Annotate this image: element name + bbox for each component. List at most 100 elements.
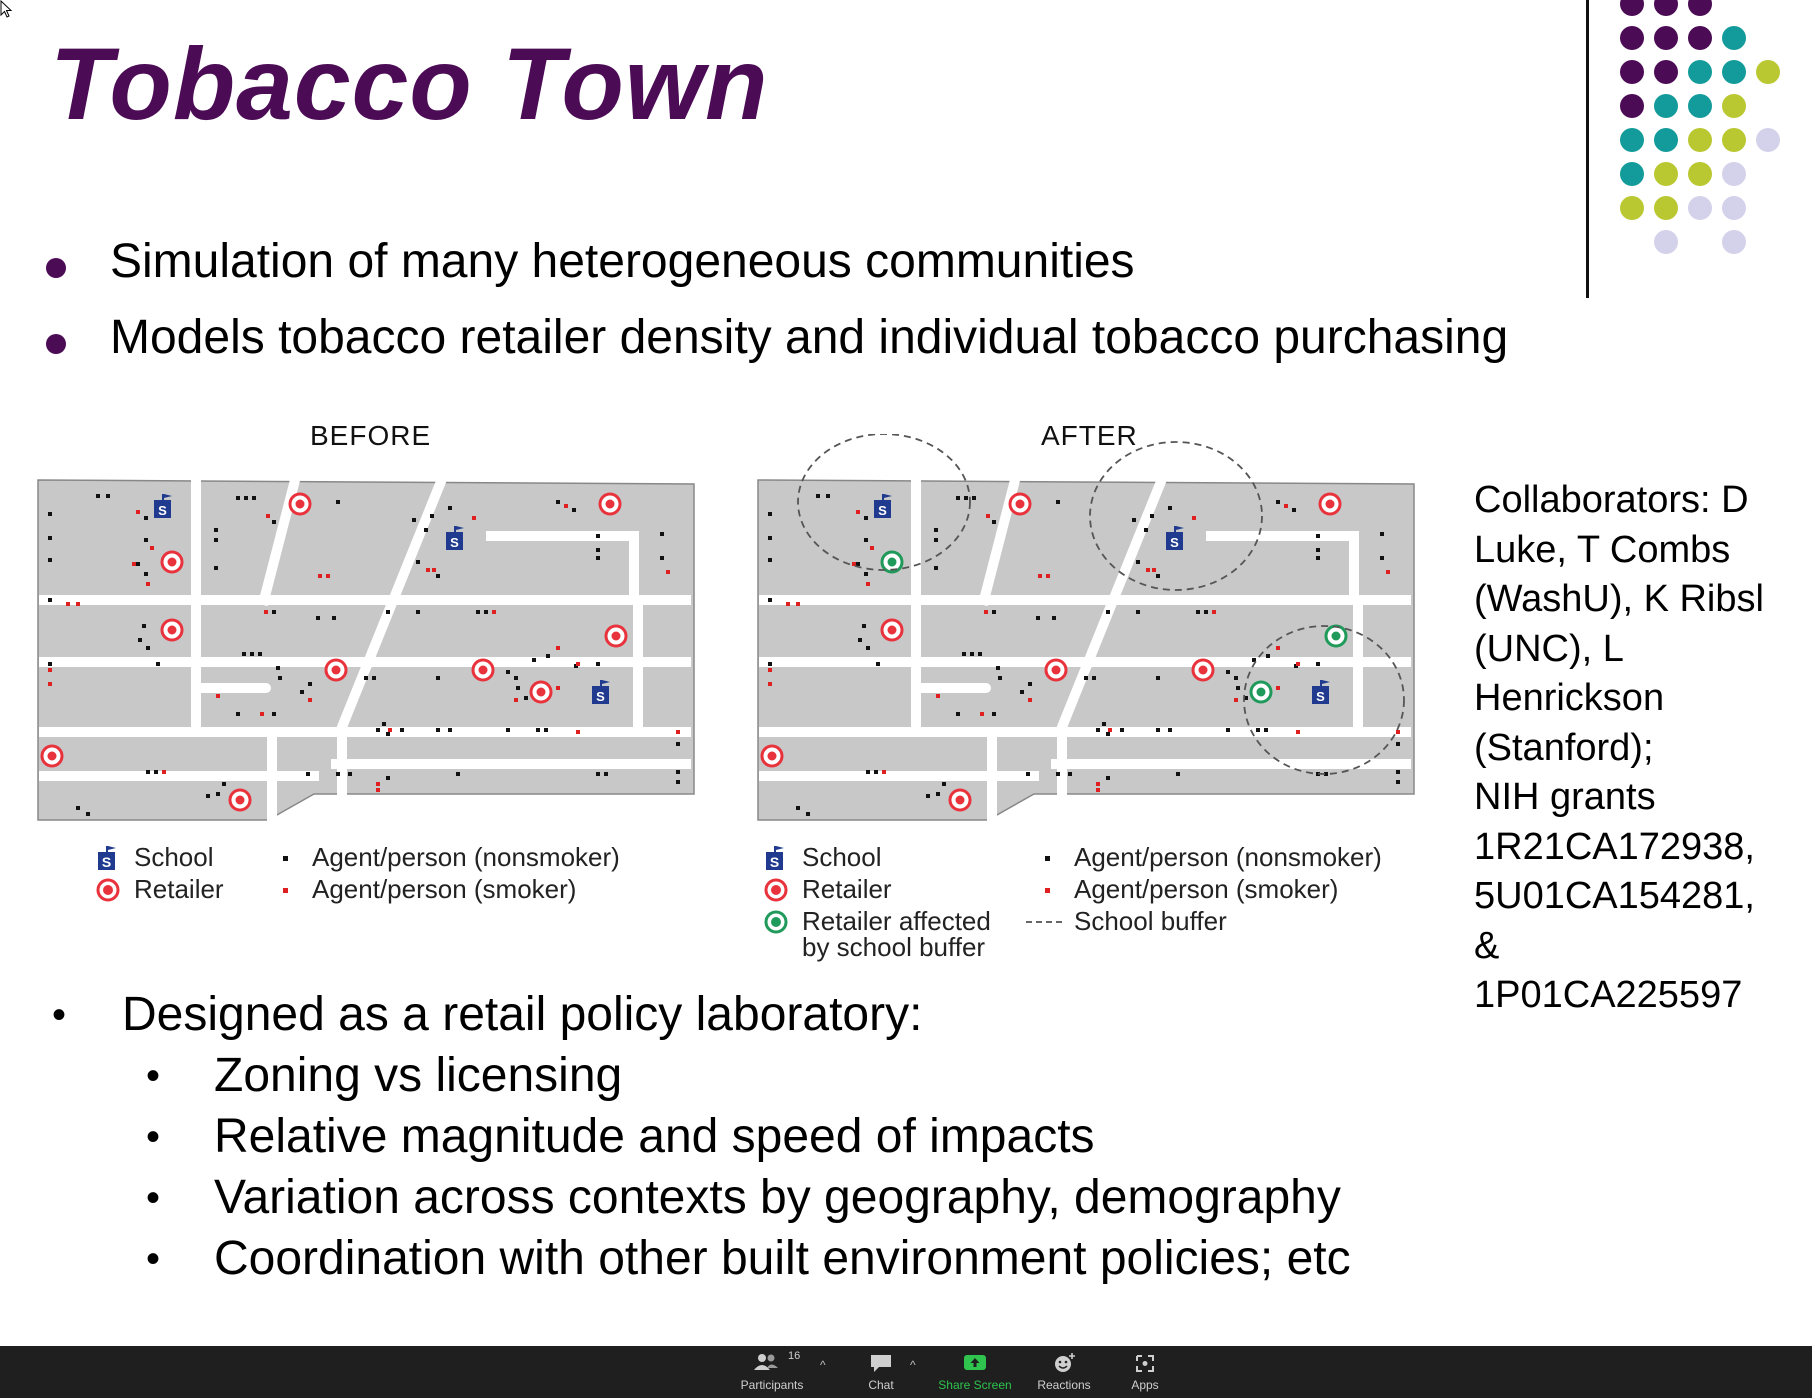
smoker-agent [1212, 610, 1216, 614]
decorative-dot [1620, 26, 1644, 50]
mouse-pointer-icon [0, 0, 13, 18]
collaborators-line: Collaborators: D [1474, 479, 1749, 521]
smoker-agent [1296, 730, 1300, 734]
participants-button[interactable]: 16 Participants [740, 1350, 804, 1392]
nonsmoker-agent [1316, 548, 1320, 552]
nonsmoker-agent [1120, 728, 1124, 732]
nonsmoker-agent [962, 652, 966, 656]
decorative-dot [1722, 162, 1746, 186]
nonsmoker-agent [400, 728, 404, 732]
collaborators-line: Luke, T Combs [1474, 528, 1731, 571]
smoker-agent [216, 694, 220, 698]
nonsmoker-agent [146, 646, 150, 650]
nonsmoker-agent [448, 728, 452, 732]
school-buffer-circle [1243, 625, 1405, 775]
presentation-slide: Tobacco Town Simulation of many heteroge… [0, 0, 1780, 1285]
svg-text:S: S [878, 503, 887, 518]
smoker-agent [426, 568, 430, 572]
retailer-icon [1008, 492, 1032, 516]
smoker-agent [1038, 574, 1042, 578]
after-town-map: S S S [757, 434, 1415, 821]
reactions-button[interactable]: Reactions [1030, 1346, 1098, 1398]
road [486, 531, 639, 600]
chat-button[interactable]: Chat [856, 1346, 906, 1398]
collaborators-line: 1P01CA225597 [1474, 974, 1743, 1016]
smoker-dot-icon [1045, 888, 1050, 893]
nonsmoker-agent [546, 654, 550, 658]
decorative-dot [1722, 196, 1746, 220]
nonsmoker-agent [300, 690, 304, 694]
share-screen-button[interactable]: Share Screen [936, 1346, 1014, 1398]
after-legend: S School Retailer Retailer affected by s… [764, 842, 1414, 962]
nonsmoker-agent [768, 512, 772, 516]
apps-button[interactable]: Apps [1118, 1346, 1172, 1398]
meeting-toolbar: 16 Participants ^ Chat ^ Share Screen Re… [0, 1346, 1812, 1398]
svg-text:S: S [102, 854, 111, 870]
decorative-dot [1620, 196, 1644, 220]
nonsmoker-agent [934, 566, 938, 570]
nonsmoker-agent [258, 652, 262, 656]
nonsmoker-agent [1156, 574, 1160, 578]
smoker-agent [514, 698, 518, 702]
nonsmoker-agent [956, 496, 960, 500]
school-icon: S [766, 846, 784, 870]
smoker-agent [162, 770, 166, 774]
collaborators-line: & [1474, 924, 1500, 967]
nonsmoker-agent [676, 742, 680, 746]
people-icon [754, 1354, 778, 1370]
decorative-dot [1756, 128, 1780, 152]
nonsmoker-agent [676, 770, 680, 774]
decorative-dot [1722, 230, 1746, 254]
nonsmoker-agent [660, 532, 664, 536]
nonsmoker-agent [506, 728, 510, 732]
nonsmoker-agent [448, 506, 452, 510]
retailer-icon [288, 492, 312, 516]
nonsmoker-agent [372, 676, 376, 680]
nonsmoker-agent [1264, 728, 1268, 732]
nonsmoker-agent [412, 518, 416, 522]
school-icon: S [98, 846, 116, 870]
nonsmoker-agent [306, 772, 310, 776]
nonsmoker-agent [992, 520, 996, 524]
school-icon: S [446, 526, 464, 550]
before-legend: S School Retailer Agent/person (nonsmoke… [96, 842, 656, 906]
nonsmoker-agent [484, 610, 488, 614]
chat-caret-icon[interactable]: ^ [910, 1358, 916, 1372]
nonsmoker-agent [156, 662, 160, 666]
nonsmoker-agent [1084, 676, 1088, 680]
svg-text:S: S [596, 689, 605, 704]
decorative-dot [1620, 128, 1644, 152]
nonsmoker-agent [1102, 722, 1106, 726]
decorative-dot [1620, 94, 1644, 118]
school-buffer-circle [1089, 441, 1263, 591]
sub-bullet-text: Coordination with other built environmen… [214, 1232, 1351, 1285]
nonsmoker-agent [1396, 742, 1400, 746]
nonsmoker-dot-icon [1045, 856, 1050, 861]
nonsmoker-agent [1324, 772, 1328, 776]
school-icon: S [592, 680, 610, 704]
decorative-dot [1688, 162, 1712, 186]
nonsmoker-agent [214, 566, 218, 570]
smoker-agent [936, 694, 940, 698]
participants-caret-icon[interactable]: ^ [820, 1358, 826, 1372]
nonsmoker-agent [348, 772, 352, 776]
smoker-agent [132, 562, 136, 566]
decorative-dot [1688, 60, 1712, 84]
smoker-agent [76, 602, 80, 606]
nonsmoker-agent [386, 610, 390, 614]
retailer-icon [1044, 658, 1068, 682]
nonsmoker-agent [436, 728, 440, 732]
nonsmoker-agent [978, 652, 982, 656]
nonsmoker-agent [936, 792, 940, 796]
nonsmoker-agent [136, 562, 140, 566]
nonsmoker-agent [1092, 676, 1096, 680]
nonsmoker-agent [596, 662, 600, 666]
nonsmoker-agent [154, 770, 158, 774]
nonsmoker-agent [1068, 772, 1072, 776]
nonsmoker-agent [236, 496, 240, 500]
decorative-dot [1654, 128, 1678, 152]
nonsmoker-agent [532, 658, 536, 662]
retailer-icon [880, 618, 904, 642]
nonsmoker-agent [76, 806, 80, 810]
nonsmoker-agent [992, 610, 996, 614]
